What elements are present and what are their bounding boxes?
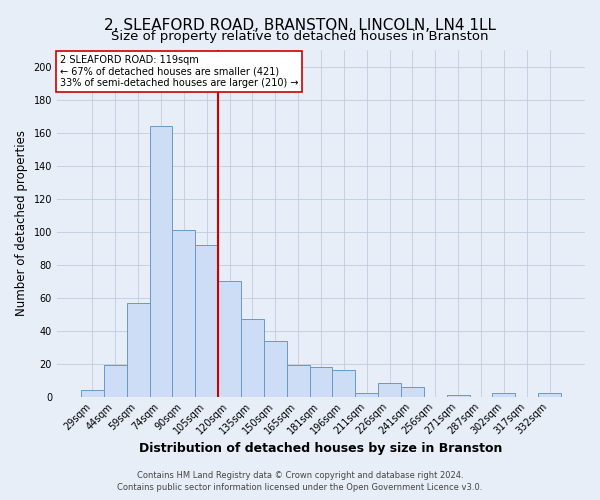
Bar [104, 366, 127, 396]
Y-axis label: Number of detached properties: Number of detached properties [15, 130, 28, 316]
Bar [127, 302, 149, 396]
Bar [264, 340, 287, 396]
Bar [287, 366, 310, 396]
Bar [538, 394, 561, 396]
Text: 2 SLEAFORD ROAD: 119sqm
← 67% of detached houses are smaller (421)
33% of semi-d: 2 SLEAFORD ROAD: 119sqm ← 67% of detache… [59, 55, 298, 88]
Bar [149, 126, 172, 396]
X-axis label: Distribution of detached houses by size in Branston: Distribution of detached houses by size … [139, 442, 503, 455]
Bar [355, 394, 378, 396]
Text: Contains HM Land Registry data © Crown copyright and database right 2024.
Contai: Contains HM Land Registry data © Crown c… [118, 471, 482, 492]
Bar [310, 367, 332, 396]
Bar [493, 394, 515, 396]
Bar [241, 319, 264, 396]
Bar [195, 245, 218, 396]
Bar [401, 387, 424, 396]
Text: Size of property relative to detached houses in Branston: Size of property relative to detached ho… [111, 30, 489, 43]
Bar [172, 230, 195, 396]
Bar [81, 390, 104, 396]
Bar [218, 281, 241, 396]
Bar [332, 370, 355, 396]
Bar [446, 395, 470, 396]
Text: 2, SLEAFORD ROAD, BRANSTON, LINCOLN, LN4 1LL: 2, SLEAFORD ROAD, BRANSTON, LINCOLN, LN4… [104, 18, 496, 32]
Bar [378, 384, 401, 396]
